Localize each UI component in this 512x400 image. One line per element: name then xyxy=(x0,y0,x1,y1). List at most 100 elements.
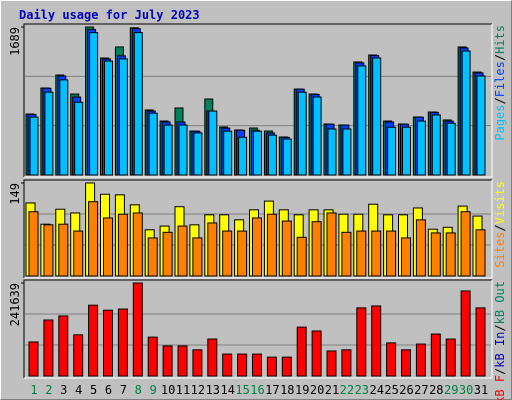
legend-separator: / xyxy=(493,54,507,61)
bar xyxy=(311,330,322,377)
plot-border xyxy=(23,279,492,378)
x-tick-label: 24 xyxy=(369,383,383,397)
bar xyxy=(342,128,352,176)
bar xyxy=(88,201,99,277)
x-tick-label: 4 xyxy=(75,383,82,397)
legend-separator: / xyxy=(493,97,507,104)
x-tick-label: 14 xyxy=(220,383,234,397)
bar xyxy=(74,101,84,176)
x-tick-label: 27 xyxy=(414,383,428,397)
bar xyxy=(401,349,411,377)
x-tick-label: 28 xyxy=(429,383,443,397)
bar xyxy=(252,353,262,377)
x-tick-label: 19 xyxy=(295,383,309,397)
x-tick-label: 5 xyxy=(90,383,97,397)
x-tick-label: 17 xyxy=(265,383,279,397)
bar xyxy=(44,91,54,176)
bar xyxy=(267,134,277,176)
bar xyxy=(326,350,337,377)
x-tick-label: 25 xyxy=(384,383,398,397)
x-tick-label: 10 xyxy=(161,383,175,397)
bar xyxy=(148,112,158,176)
bar xyxy=(223,130,233,176)
bar xyxy=(475,229,486,277)
bar xyxy=(178,124,188,176)
bar xyxy=(162,345,173,377)
x-tick-label: 13 xyxy=(206,383,220,397)
legend-entry: Files xyxy=(493,61,507,97)
bar xyxy=(297,91,307,176)
bar xyxy=(475,307,486,377)
legend-entry: kB F xyxy=(493,375,507,400)
bar xyxy=(253,130,262,176)
bar xyxy=(356,230,367,277)
bar xyxy=(58,315,69,377)
bar xyxy=(416,120,426,176)
x-tick-label: 21 xyxy=(325,383,339,397)
bar xyxy=(207,222,218,277)
bar xyxy=(296,326,307,377)
bar xyxy=(311,221,322,277)
bar xyxy=(132,282,143,377)
y-tick-label: 1689 xyxy=(8,27,22,56)
bar xyxy=(415,343,426,377)
bar xyxy=(192,237,203,277)
bar xyxy=(208,110,218,176)
bar xyxy=(29,116,39,176)
bar xyxy=(177,345,188,377)
legend: Sites/Visits xyxy=(493,181,507,268)
x-tick-label: 15 xyxy=(235,383,249,397)
x-tick-label: 7 xyxy=(120,383,127,397)
bar xyxy=(89,32,99,176)
plot-border xyxy=(24,180,493,279)
bar xyxy=(371,305,382,377)
plot-border xyxy=(23,23,492,177)
bar xyxy=(222,353,233,377)
bar xyxy=(163,124,173,176)
plot-border xyxy=(23,179,492,278)
legend-separator: / xyxy=(493,368,507,375)
bar xyxy=(266,356,277,377)
x-tick-label: 2 xyxy=(45,383,52,397)
bar xyxy=(460,290,471,377)
legend-entry: Pages xyxy=(493,105,507,141)
bar xyxy=(281,356,292,377)
legend-entry: Sites xyxy=(493,232,507,268)
bar xyxy=(103,309,113,377)
bar xyxy=(430,232,441,277)
bar xyxy=(445,232,456,277)
bar xyxy=(430,333,441,377)
x-tick-label: 29 xyxy=(444,383,458,397)
legend-entry: Visits xyxy=(493,181,507,224)
bar xyxy=(476,75,486,176)
bar xyxy=(312,96,322,176)
bar xyxy=(431,114,441,176)
bar xyxy=(222,230,233,277)
bar xyxy=(327,128,337,176)
x-tick-label: 6 xyxy=(105,383,112,397)
x-tick-label: 31 xyxy=(474,383,488,397)
bar xyxy=(415,219,426,277)
legend: kB F/kB In/kB Out xyxy=(493,281,507,400)
x-tick-label: 18 xyxy=(280,383,294,397)
bar xyxy=(237,230,248,277)
bar xyxy=(460,211,471,277)
bar xyxy=(326,212,337,277)
bar xyxy=(192,349,203,377)
x-tick-label: 12 xyxy=(191,383,205,397)
bar xyxy=(446,122,456,176)
bar xyxy=(296,236,307,277)
legend-separator: / xyxy=(493,224,507,231)
bar xyxy=(387,126,397,176)
bar xyxy=(104,60,113,176)
legend-entry: kB In xyxy=(493,332,507,368)
bar xyxy=(28,211,39,277)
bar xyxy=(237,353,248,377)
bar xyxy=(28,341,39,377)
bar xyxy=(73,334,84,377)
bar xyxy=(147,237,158,277)
x-tick-label: 11 xyxy=(176,383,190,397)
x-tick-label: 22 xyxy=(340,383,354,397)
bar xyxy=(193,132,203,176)
